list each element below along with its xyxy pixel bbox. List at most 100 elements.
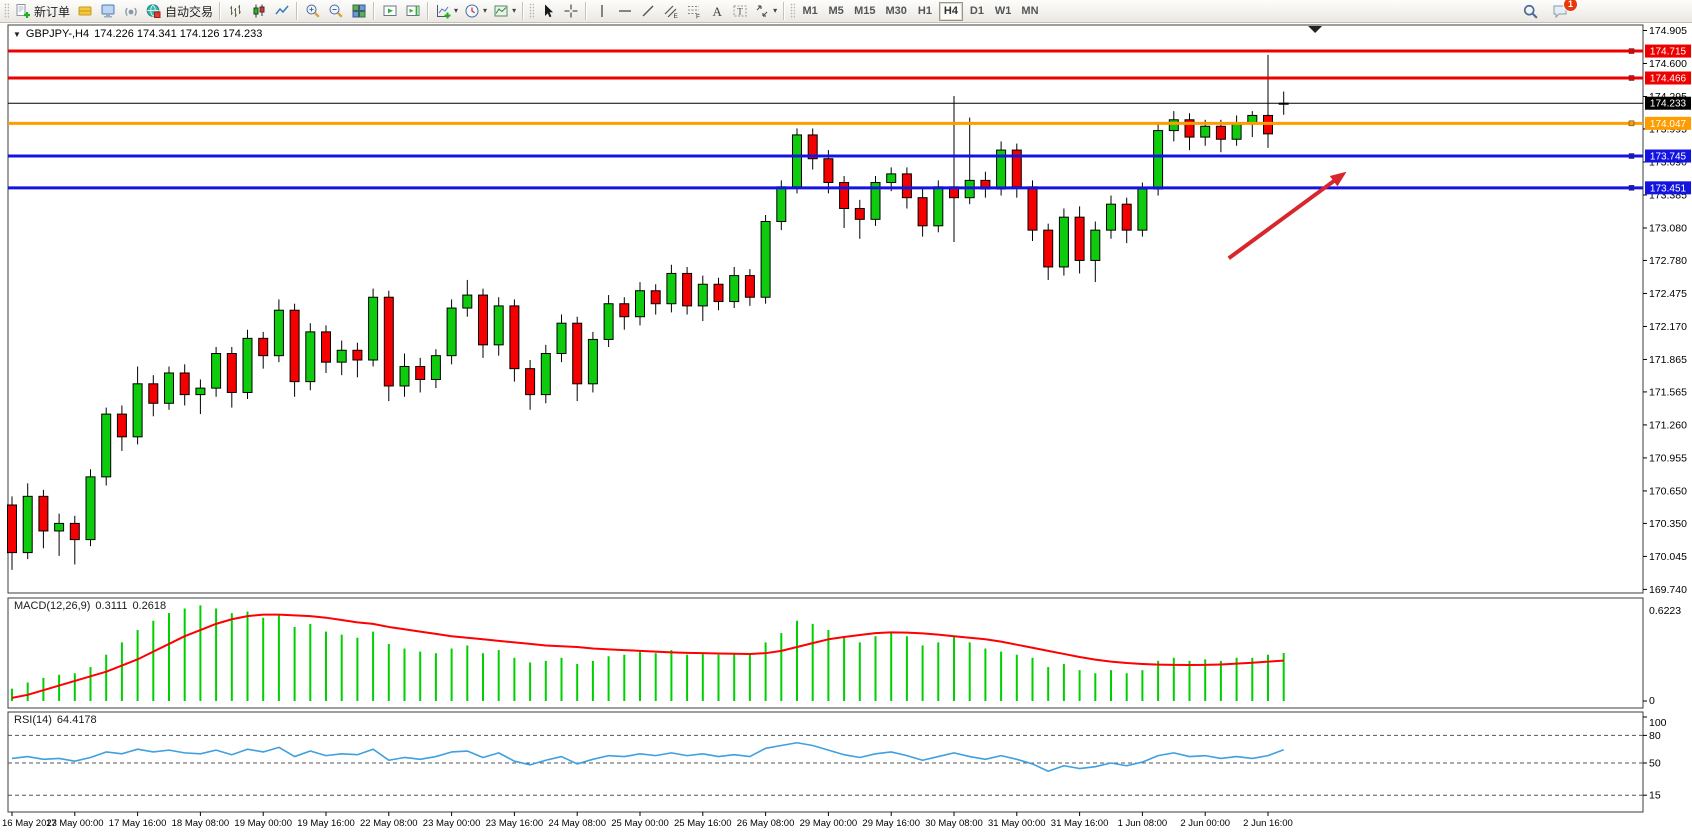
hline-handle[interactable] <box>1628 75 1635 81</box>
templates-button[interactable]: ▾ <box>490 1 519 22</box>
svg-text:174.047: 174.047 <box>1650 119 1687 130</box>
crosshair-icon <box>564 4 578 18</box>
toolbar-gripper <box>790 3 796 19</box>
svg-text:172.475: 172.475 <box>1649 288 1687 300</box>
chart-title: ▼ GBPJPY-,H4 174.226 174.341 174.126 174… <box>13 28 262 40</box>
editor-button[interactable] <box>73 1 96 22</box>
svg-text:31 May 00:00: 31 May 00:00 <box>988 818 1046 829</box>
auto-trading-icon <box>146 4 161 18</box>
chart-menu-triangle-icon[interactable]: ▼ <box>13 29 21 39</box>
svg-text:29 May 16:00: 29 May 16:00 <box>862 818 920 829</box>
toolbar-separator <box>522 2 525 20</box>
cursor-button[interactable] <box>536 1 559 22</box>
hline-handle[interactable] <box>1628 153 1635 159</box>
svg-text:170.955: 170.955 <box>1649 452 1687 464</box>
svg-text:25 May 00:00: 25 May 00:00 <box>611 818 669 829</box>
channel-button[interactable]: E <box>659 1 682 22</box>
toolbar-separator <box>373 2 376 20</box>
macd-histogram <box>11 605 1285 701</box>
candlestick-chart-icon <box>253 4 265 18</box>
horizontal-line-button[interactable] <box>613 1 636 22</box>
crosshair-button[interactable] <box>559 1 582 22</box>
svg-text:171.565: 171.565 <box>1649 386 1687 398</box>
svg-text:171.865: 171.865 <box>1649 354 1687 366</box>
price-box-174.466 <box>1645 71 1691 85</box>
search-button[interactable] <box>1519 1 1542 22</box>
svg-text:A: A <box>712 4 722 19</box>
zoom-out-button[interactable] <box>324 1 347 22</box>
price-axis[interactable]: 174.905174.600174.295173.995173.690173.3… <box>1643 25 1687 802</box>
svg-text:171.260: 171.260 <box>1649 419 1687 431</box>
indicators-button[interactable]: ▾ <box>432 1 461 22</box>
svg-text:T: T <box>737 7 743 17</box>
bar-chart-icon <box>229 5 241 17</box>
svg-text:0: 0 <box>1649 695 1655 707</box>
timeframe-m1-button[interactable]: M1 <box>798 2 822 21</box>
svg-text:16 May 2023: 16 May 2023 <box>2 818 57 829</box>
cursor-icon <box>544 4 553 18</box>
chart-shift-button[interactable] <box>401 1 424 22</box>
svg-text:172.170: 172.170 <box>1649 321 1687 333</box>
arrows-button[interactable]: ▾ <box>751 1 780 22</box>
hline-handle[interactable] <box>1628 120 1635 127</box>
hline-handle[interactable] <box>1628 185 1635 191</box>
price-box-173.745 <box>1645 149 1691 163</box>
text-button[interactable]: A <box>705 1 728 22</box>
timeframe-mn-button[interactable]: MN <box>1017 2 1042 21</box>
timeframe-w1-button[interactable]: W1 <box>991 2 1016 21</box>
notification-badge[interactable]: 1 <box>1563 0 1578 12</box>
timeframe-h1-button[interactable]: H1 <box>913 2 937 21</box>
fibonacci-button[interactable]: F <box>682 1 705 22</box>
svg-text:80: 80 <box>1649 730 1661 742</box>
timeframe-h4-button[interactable]: H4 <box>938 1 963 21</box>
fibonacci-icon: F <box>687 6 700 19</box>
auto-trading-button[interactable]: 自动交易 <box>142 1 216 22</box>
text-label-button[interactable]: T <box>728 1 751 22</box>
svg-text:170.350: 170.350 <box>1649 518 1687 530</box>
macd-main-value: 0.3111 <box>95 600 128 612</box>
line-chart-button[interactable] <box>270 1 293 22</box>
svg-text:23 May 00:00: 23 May 00:00 <box>423 818 481 829</box>
price-box-174.233 <box>1645 96 1691 110</box>
hline-handle[interactable] <box>1628 48 1635 54</box>
chart-symbol-period: GBPJPY-,H4 <box>25 28 90 40</box>
terminal-button[interactable] <box>96 1 119 22</box>
candlestick-chart-button[interactable] <box>247 1 270 22</box>
timeframe-m5-button[interactable]: M5 <box>824 2 848 21</box>
signals-button[interactable] <box>119 1 142 22</box>
rsi-name: RSI(14) <box>14 714 52 726</box>
periods-button[interactable]: ▾ <box>461 1 490 22</box>
rsi-value: 64.4178 <box>56 714 97 726</box>
timeframe-m30-button[interactable]: M30 <box>882 2 911 21</box>
svg-text:173.745: 173.745 <box>1650 152 1687 163</box>
text-icon: A <box>712 4 722 19</box>
bar-chart-button[interactable] <box>224 1 247 22</box>
auto-scroll-button[interactable] <box>378 1 401 22</box>
price-box-173.451 <box>1645 181 1691 195</box>
auto-trading-label: 自动交易 <box>165 4 214 19</box>
tile-windows-button[interactable] <box>347 1 370 22</box>
macd-name: MACD(12,26,9) <box>14 600 91 612</box>
trendline-button[interactable] <box>636 1 659 22</box>
svg-text:174.233: 174.233 <box>1650 99 1687 110</box>
new-order-button[interactable]: 新订单 <box>11 1 73 22</box>
price-label-boxes: 174.715 174.466 174.233 174.047 173.745 173.4… <box>1645 44 1691 195</box>
vertical-line-button[interactable] <box>590 1 613 22</box>
svg-text:22 May 08:00: 22 May 08:00 <box>360 818 418 829</box>
timeframe-d1-button[interactable]: D1 <box>965 2 989 21</box>
arrows-icon <box>756 5 768 17</box>
search-icon <box>1523 4 1538 19</box>
svg-text:169.740: 169.740 <box>1649 584 1687 596</box>
chart-shift-marker-icon[interactable] <box>1308 26 1323 33</box>
svg-text:26 May 08:00: 26 May 08:00 <box>737 818 795 829</box>
rsi-line <box>11 741 1284 773</box>
trend-arrow-annotation[interactable] <box>1227 171 1347 260</box>
timeframe-m15-button[interactable]: M15 <box>850 2 879 21</box>
rsi-indicator-label: RSI(14) 64.4178 <box>14 714 97 726</box>
toolbar-separator <box>296 2 299 20</box>
dropdown-caret-icon: ▾ <box>454 6 459 15</box>
zoom-in-button[interactable] <box>301 1 324 22</box>
